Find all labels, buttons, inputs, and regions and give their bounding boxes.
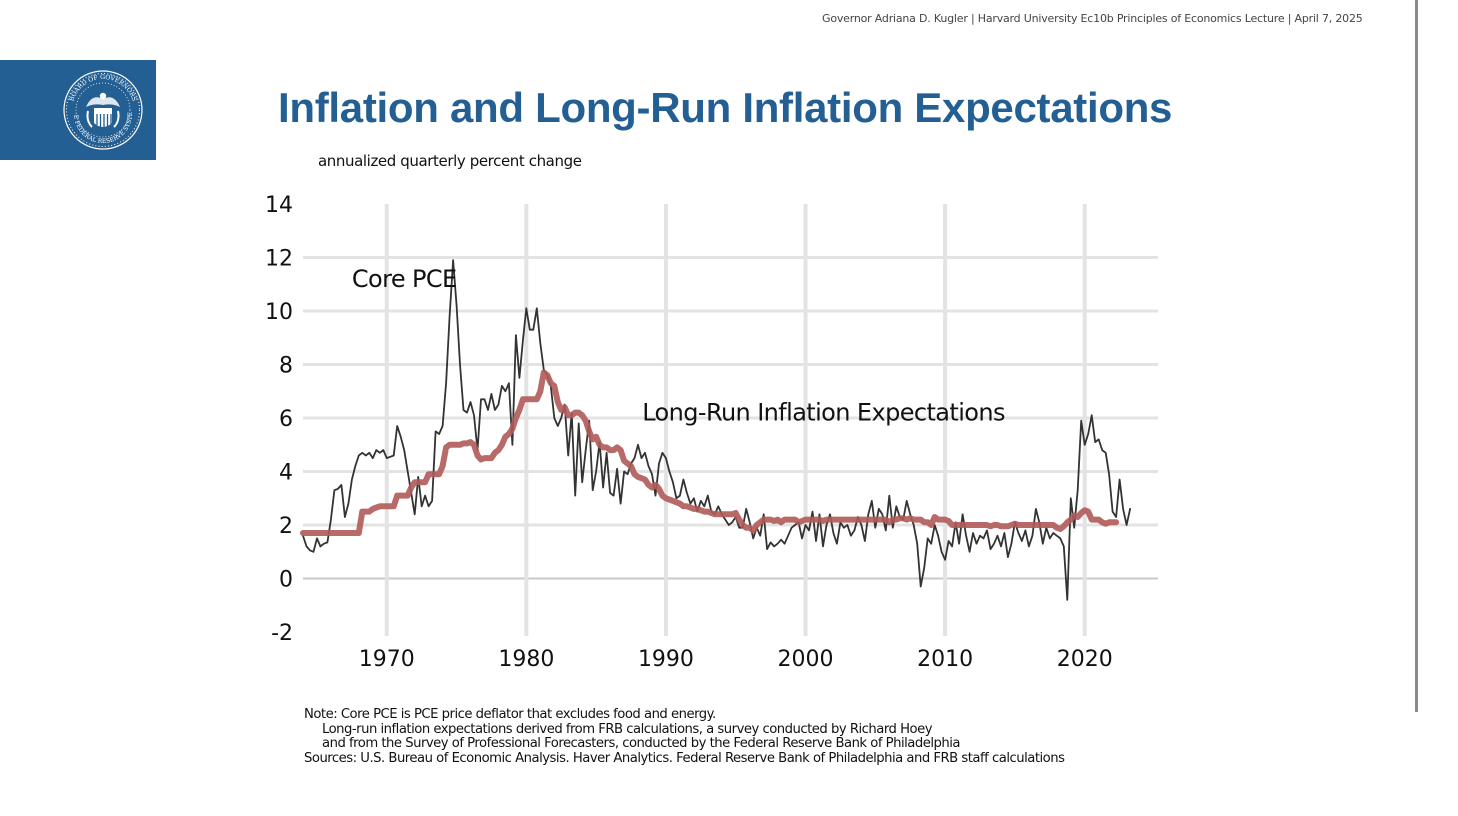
note-line: Note: Core PCE is PCE price deflator tha… (304, 707, 716, 722)
x-tick-label: 2000 (778, 647, 834, 672)
series-label-core-pce: Core PCE (352, 265, 457, 293)
note-line: Long-run inflation expectations derived … (322, 721, 933, 737)
event-date: April 7, 2025 (1294, 12, 1363, 25)
separator: | (970, 12, 975, 25)
y-tick-label: -2 (271, 621, 293, 646)
x-tick-label: 1980 (498, 647, 554, 672)
presenter-name: Governor Adriana D. Kugler (822, 12, 968, 25)
y-tick-label: 0 (279, 568, 293, 593)
y-axis-ticks: 14 12 10 8 6 4 2 0 -2 (265, 193, 293, 646)
y-tick-label: 4 (279, 461, 293, 486)
y-tick-label: 2 (279, 514, 293, 539)
logo-banner: BOARD OF GOVERNORS THE FEDERAL RESERVE S… (0, 60, 156, 160)
federal-reserve-seal-icon: BOARD OF GOVERNORS THE FEDERAL RESERVE S… (62, 69, 143, 150)
sources-line: Sources: U.S. Bureau of Economic Analysi… (304, 751, 1065, 767)
x-tick-label: 1990 (638, 647, 694, 672)
note-line: and from the Survey of Professional Fore… (322, 736, 961, 752)
series-lines (300, 259, 1131, 601)
y-tick-label: 6 (279, 407, 293, 432)
header-line: Governor Adriana D. Kugler | Harvard Uni… (822, 12, 1363, 25)
x-axis-ticks: 1970 1980 1990 2000 2010 2020 (359, 647, 1113, 672)
chart-subtitle: annualized quarterly percent change (318, 152, 582, 170)
grid-lines (303, 204, 1158, 636)
slide-title: Inflation and Long-Run Inflation Expecta… (278, 84, 1173, 131)
series-label-long-run-expectations: Long-Run Inflation Expectations (642, 399, 1005, 427)
y-tick-label: 14 (265, 193, 293, 218)
chart-notes: Note: Core PCE is PCE price deflator tha… (304, 707, 1065, 767)
event-name: Harvard University Ec10b Principles of E… (977, 12, 1285, 25)
y-tick-label: 8 (279, 354, 293, 379)
x-tick-label: 2020 (1057, 647, 1113, 672)
x-tick-label: 1970 (359, 647, 415, 672)
y-tick-label: 10 (265, 300, 293, 325)
separator: | (1287, 12, 1292, 25)
y-tick-label: 12 (265, 247, 293, 272)
x-tick-label: 2010 (917, 647, 973, 672)
series-core-pce-line (302, 259, 1131, 601)
series-long-run-expectations-line (300, 369, 1120, 536)
slide-edge-divider (1415, 0, 1418, 712)
annotations: Core PCE Long-Run Inflation Expectations (352, 265, 1006, 427)
